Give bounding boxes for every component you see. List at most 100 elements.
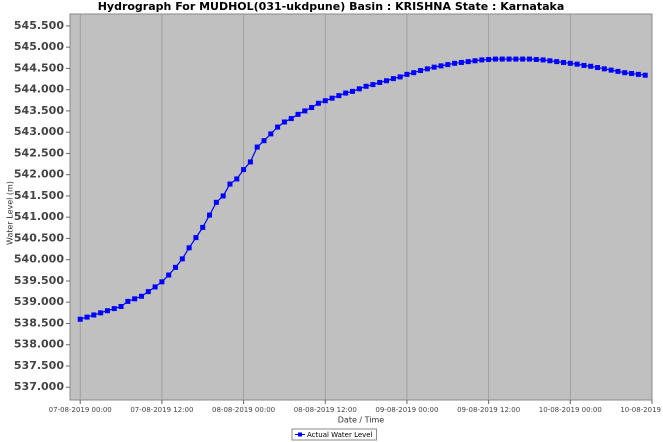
data-point <box>329 95 335 101</box>
data-point <box>173 264 179 270</box>
legend-label: Actual Water Level <box>307 431 373 439</box>
data-point <box>588 63 594 69</box>
data-point <box>486 56 492 62</box>
data-point <box>377 79 383 85</box>
data-point <box>431 64 437 70</box>
data-point <box>554 59 560 65</box>
data-point <box>343 90 349 96</box>
data-point <box>520 56 526 62</box>
x-tick-label: 09-08-2019 12:00 <box>457 406 520 414</box>
data-point <box>581 62 587 68</box>
y-tick-label: 544.000 <box>14 83 64 96</box>
data-point <box>574 61 580 67</box>
y-tick-label: 543.000 <box>14 125 64 138</box>
data-point <box>254 144 260 150</box>
data-point <box>445 62 451 68</box>
data-point <box>622 70 628 76</box>
data-point <box>200 224 206 230</box>
chart-title: Hydrograph For MUDHOL(031-ukdpune) Basin… <box>98 0 565 13</box>
data-point <box>424 66 430 72</box>
data-point <box>166 272 172 278</box>
y-tick-label: 538.500 <box>14 316 64 329</box>
x-tick-label: 10-08-2019 <box>620 406 661 414</box>
data-point <box>411 70 417 76</box>
plot-area <box>69 13 653 401</box>
data-point <box>193 235 199 241</box>
y-tick-label: 542.000 <box>14 168 64 181</box>
x-tick-label: 07-08-2019 12:00 <box>130 406 193 414</box>
x-tick-label: 09-08-2019 00:00 <box>375 406 438 414</box>
x-tick-label: 08-08-2019 12:00 <box>294 406 357 414</box>
data-point <box>336 93 342 99</box>
data-point <box>390 76 396 82</box>
data-point <box>561 59 567 65</box>
data-point <box>281 119 287 125</box>
data-point <box>138 293 144 299</box>
data-point <box>642 72 648 78</box>
data-point <box>261 138 267 144</box>
data-point <box>220 193 226 199</box>
data-point <box>125 298 131 304</box>
data-point <box>186 245 192 251</box>
data-point <box>499 56 505 62</box>
data-point <box>356 86 362 92</box>
data-point <box>159 279 165 285</box>
data-point <box>608 67 614 73</box>
data-point <box>91 312 97 318</box>
data-point <box>526 56 532 62</box>
data-point <box>458 59 464 65</box>
data-point <box>213 199 219 205</box>
y-tick-label: 539.000 <box>14 295 64 308</box>
y-tick-label: 545.500 <box>14 19 64 32</box>
y-tick-label: 545.000 <box>14 40 64 53</box>
y-axis-label: Water Level (m) <box>6 181 15 245</box>
data-point <box>615 68 621 74</box>
x-tick-label: 10-08-2019 00:00 <box>539 406 602 414</box>
data-point <box>302 108 308 114</box>
data-point <box>370 82 376 88</box>
data-point <box>567 60 573 66</box>
y-tick-label: 537.000 <box>14 380 64 393</box>
y-tick-label: 540.500 <box>14 231 64 244</box>
data-point <box>452 60 458 66</box>
data-point <box>540 57 546 63</box>
data-point <box>418 68 424 74</box>
data-point <box>404 71 410 77</box>
data-point <box>268 131 274 137</box>
data-point <box>132 296 138 302</box>
data-point <box>513 56 519 62</box>
data-point <box>152 284 158 290</box>
data-point <box>179 256 185 262</box>
data-point <box>629 71 635 77</box>
data-point <box>275 124 281 130</box>
data-point <box>118 303 124 309</box>
data-point <box>506 56 512 62</box>
data-point <box>84 314 90 320</box>
data-point <box>595 65 601 71</box>
y-tick-label: 544.500 <box>14 61 64 74</box>
y-tick-label: 539.500 <box>14 274 64 287</box>
data-point <box>295 111 301 117</box>
data-point <box>465 59 471 65</box>
y-tick-label: 541.000 <box>14 210 64 223</box>
data-point <box>492 56 498 62</box>
y-tick-label: 542.500 <box>14 146 64 159</box>
legend-box <box>291 428 378 441</box>
data-point <box>533 56 539 62</box>
data-point <box>241 167 247 173</box>
data-point <box>384 78 390 84</box>
y-tick-label: 538.000 <box>14 338 64 351</box>
data-point <box>227 181 233 187</box>
y-tick-label: 543.500 <box>14 104 64 117</box>
data-point <box>547 58 553 64</box>
data-point <box>322 98 328 104</box>
data-point <box>98 310 104 316</box>
x-tick-label: 08-08-2019 00:00 <box>212 406 275 414</box>
data-point <box>247 159 253 165</box>
data-point <box>635 71 641 77</box>
data-point <box>288 116 294 122</box>
data-point <box>349 88 355 94</box>
x-tick-label: 07-08-2019 00:00 <box>49 406 112 414</box>
legend-marker <box>298 432 302 437</box>
